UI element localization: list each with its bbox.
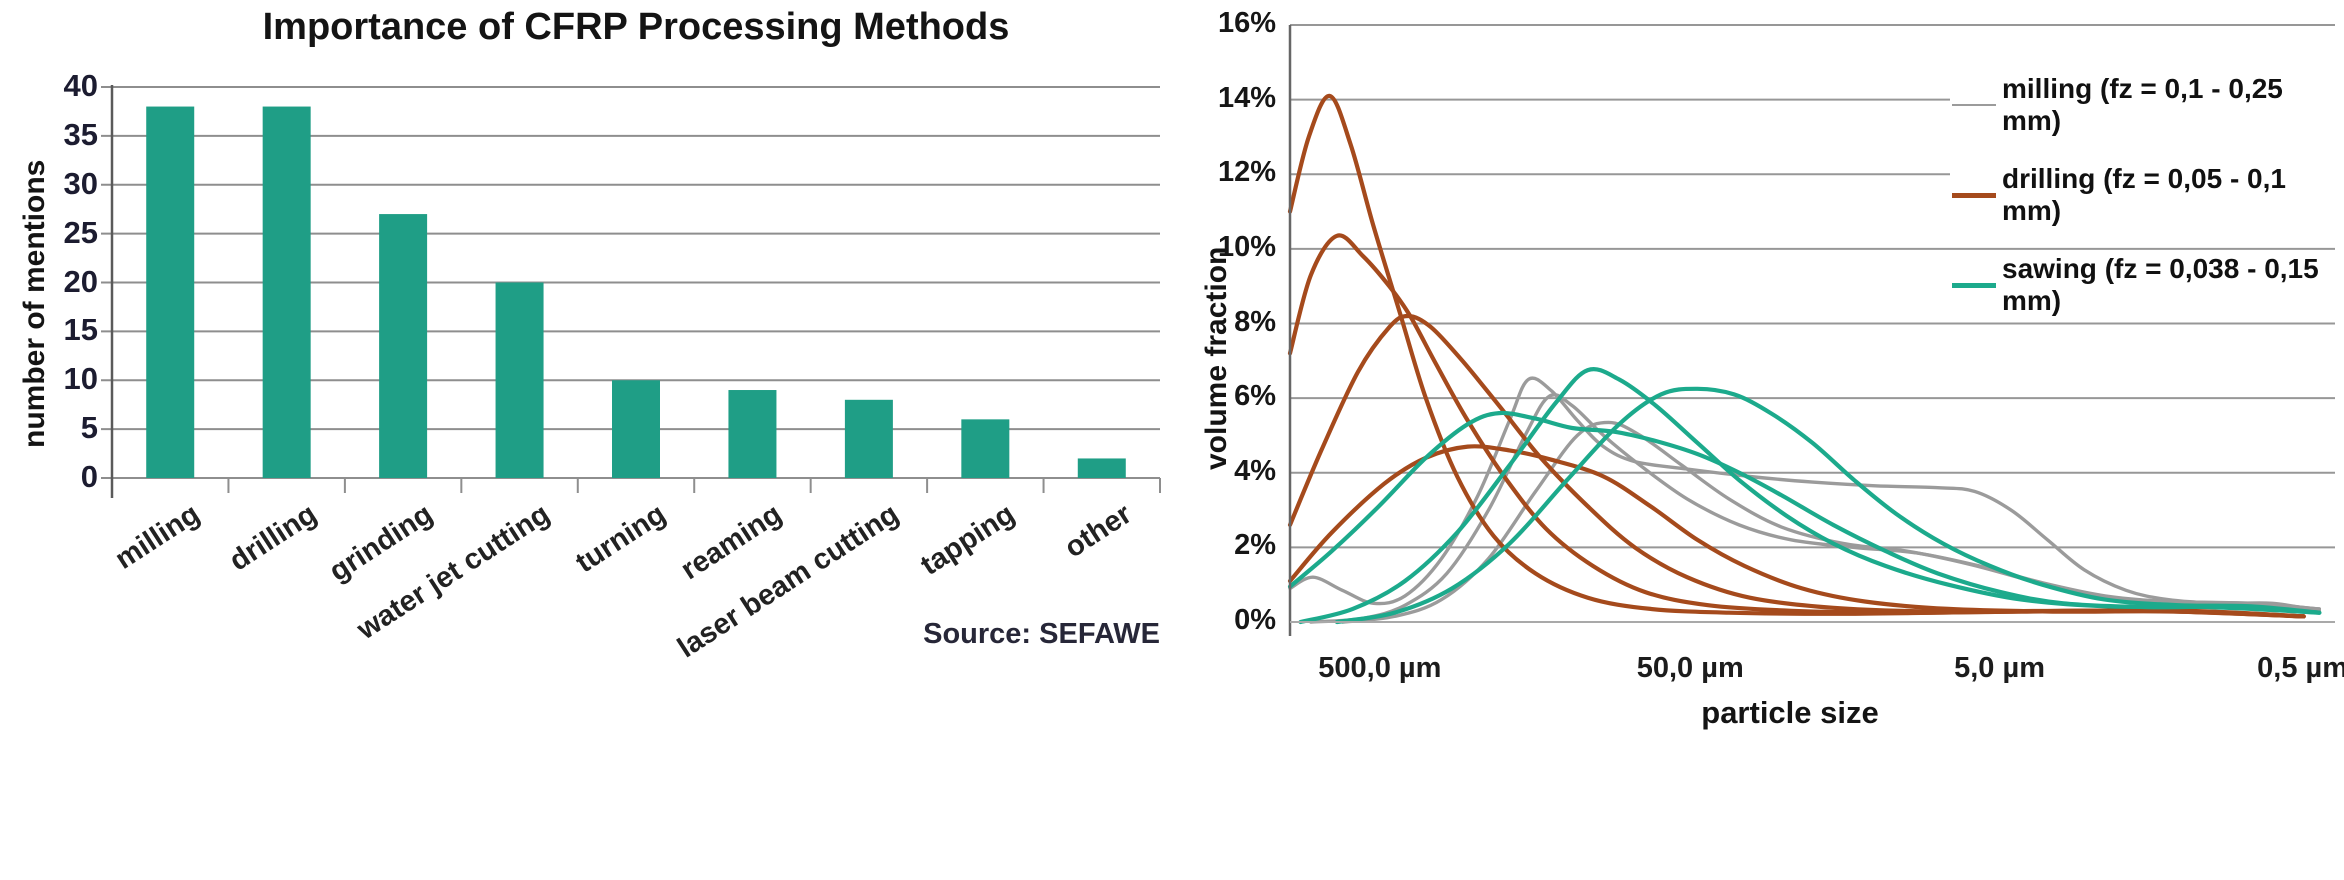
x-tick-label: 50,0 µm: [1636, 652, 1744, 684]
y-tick-label: 8%: [1234, 305, 1276, 338]
y-tick-label: 40: [63, 68, 98, 103]
y-tick-label: 10: [63, 361, 98, 397]
y-tick-label: 4%: [1234, 454, 1276, 487]
line-chart-x-axis-label: particle size: [1701, 695, 1879, 730]
legend-label: drilling (fz = 0,05 - 0,1 mm): [2002, 163, 2286, 226]
y-tick-label: 2%: [1234, 529, 1276, 562]
y-tick-label: 25: [63, 214, 98, 250]
legend-label: milling (fz = 0,1 - 0,25 mm): [2002, 73, 2283, 136]
y-tick-label: 6%: [1234, 380, 1276, 413]
legend-item-drilling: drilling (fz = 0,05 - 0,1 mm): [1952, 163, 2344, 226]
drilling-line-swatch: [1952, 192, 1996, 198]
legend-item-sawing: sawing (fz = 0,038 - 0,15 mm): [1952, 253, 2344, 316]
bar-chart-title: Importance of CFRP Processing Methods: [262, 6, 1010, 48]
y-tick-label: 20: [63, 263, 98, 299]
y-tick-label: 12%: [1217, 156, 1276, 189]
y-tick-label: 0%: [1234, 604, 1276, 636]
y-tick-label: 14%: [1217, 81, 1276, 114]
y-tick-label: 5: [80, 410, 98, 446]
y-tick-label: 35: [63, 116, 98, 152]
y-tick-label: 15: [63, 312, 98, 348]
y-tick-label: 0: [80, 459, 98, 494]
x-tick-label: 5,0 µm: [1954, 652, 2045, 684]
x-tick-label: 500,0 µm: [1318, 652, 1442, 684]
milling-line-swatch: [1952, 104, 1996, 106]
line-chart-y-axis-label: volume fraction: [1200, 246, 1233, 470]
legend-label: sawing (fz = 0,038 - 0,15 mm): [2002, 253, 2319, 316]
sawing-line-swatch: [1952, 282, 1996, 288]
source-caption: Source: SEFAWE: [923, 618, 1160, 650]
y-tick-label: 10%: [1217, 230, 1276, 263]
y-tick-label: 16%: [1217, 7, 1276, 39]
x-tick-label: 0,5 µm: [2257, 652, 2344, 684]
legend-item-milling: milling (fz = 0,1 - 0,25 mm): [1952, 73, 2344, 136]
y-tick-label: 30: [63, 165, 98, 201]
